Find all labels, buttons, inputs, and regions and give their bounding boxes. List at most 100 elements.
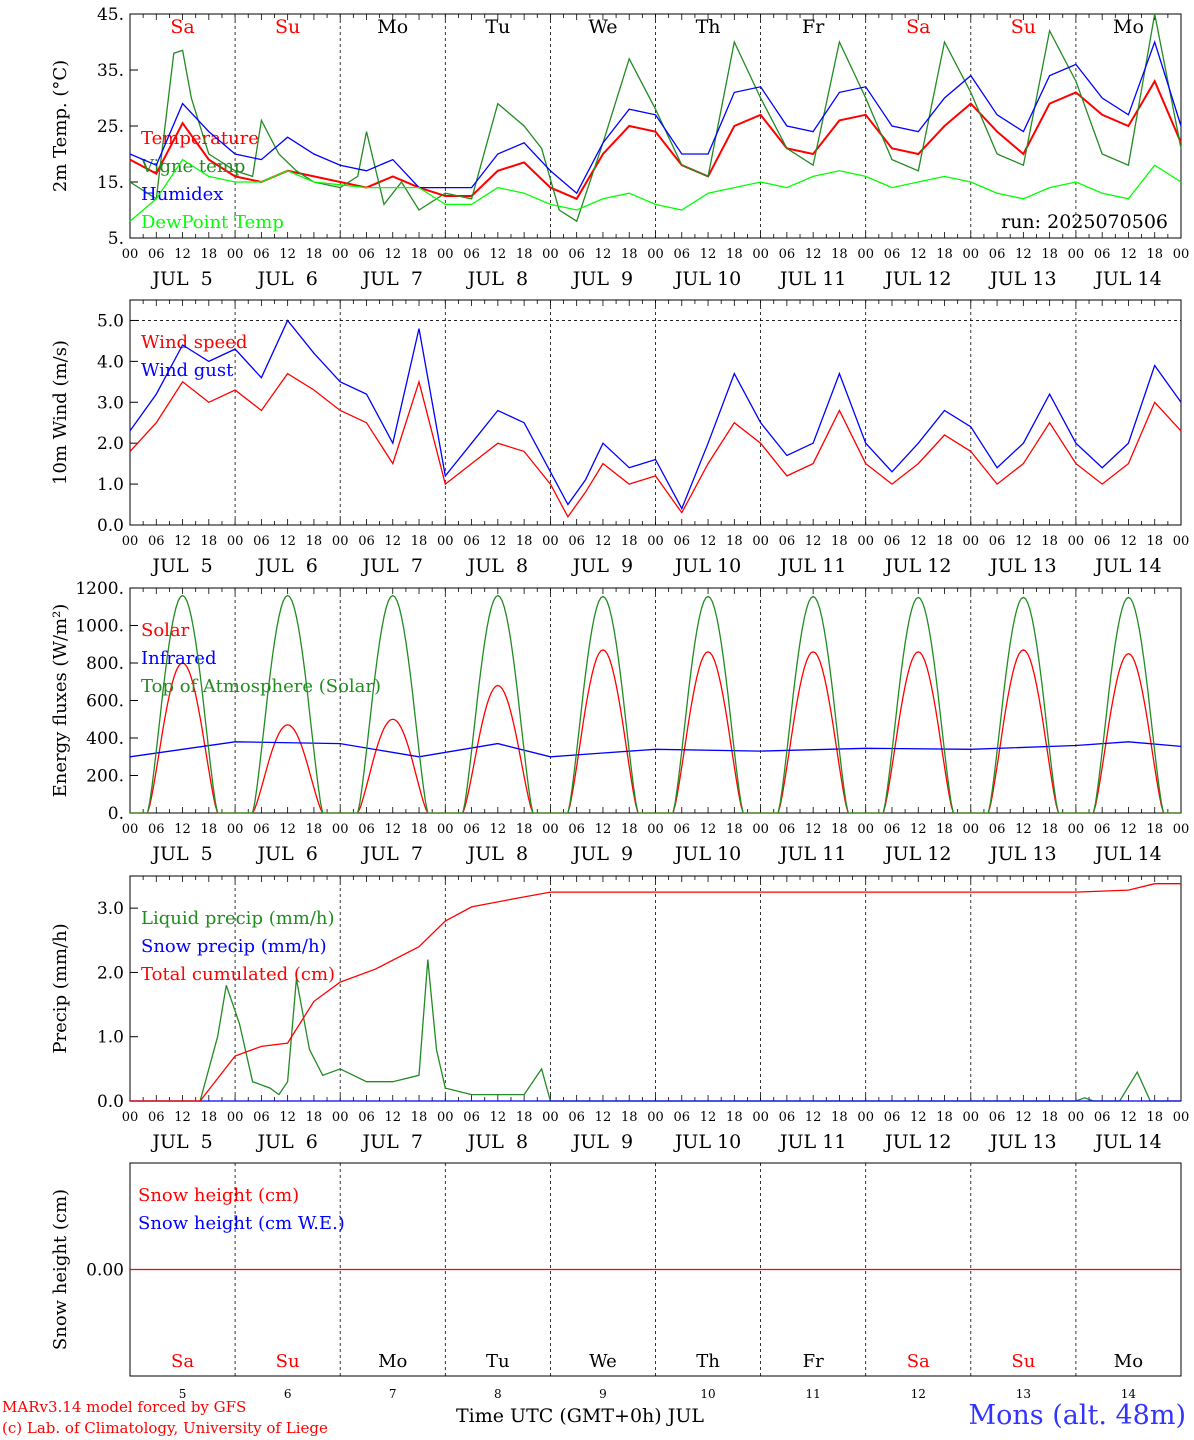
day-name: Su — [1011, 16, 1036, 38]
y-tick-label: 35. — [97, 61, 124, 81]
day-name: Sa — [906, 16, 930, 38]
hour-label: 18 — [516, 247, 533, 262]
day-number: 14 — [1121, 1387, 1137, 1401]
hour-label: 06 — [148, 1110, 165, 1125]
hour-label: 18 — [306, 1110, 323, 1125]
hour-label: 06 — [1094, 1110, 1111, 1125]
hour-label: 06 — [253, 822, 270, 837]
hour-label: 00 — [647, 247, 664, 262]
hour-label: 06 — [358, 822, 375, 837]
hour-label: 18 — [621, 822, 638, 837]
y-tick-label: 4.0 — [97, 352, 124, 372]
hour-label: 06 — [463, 1110, 480, 1125]
date-label: JUL 11 — [778, 555, 846, 577]
y-tick-label: 400. — [86, 729, 124, 749]
y-tick-label: 600. — [86, 692, 124, 712]
hour-label: 06 — [989, 247, 1006, 262]
date-label: JUL 9 — [571, 555, 633, 577]
day-name: Fr — [802, 16, 825, 38]
hour-label: 00 — [963, 1110, 980, 1125]
hour-label: 06 — [568, 1110, 585, 1125]
hour-label: 18 — [936, 1110, 953, 1125]
hour-label: 18 — [726, 1110, 743, 1125]
y-axis-label: 2m Temp. (°C) — [50, 60, 71, 192]
day-name: Mo — [1113, 16, 1144, 38]
hour-label: 00 — [437, 247, 454, 262]
hour-label: 06 — [674, 1110, 691, 1125]
date-label: JUL 13 — [988, 555, 1056, 577]
date-label: JUL 9 — [571, 1131, 633, 1153]
date-label: JUL 12 — [883, 1131, 951, 1153]
hour-label: 18 — [1146, 534, 1163, 549]
day-name: Tu — [485, 16, 510, 38]
hour-label: 12 — [910, 534, 927, 549]
y-tick-label: 1.0 — [97, 1028, 124, 1048]
hour-label: 00 — [752, 534, 769, 549]
y-axis-label: 10m Wind (m/s) — [50, 340, 71, 485]
hour-label: 18 — [516, 822, 533, 837]
series-line-total-cumulated-cm- — [130, 883, 1181, 1102]
y-tick-label: 15. — [97, 173, 124, 193]
hour-label: 06 — [1094, 534, 1111, 549]
hour-label: 06 — [148, 534, 165, 549]
day-number: 9 — [599, 1387, 607, 1401]
hour-label: 06 — [463, 822, 480, 837]
series-line-temperature — [129, 78, 1182, 201]
hour-label: 06 — [674, 822, 691, 837]
hour-label: 12 — [805, 822, 822, 837]
hour-label: 00 — [857, 822, 874, 837]
date-label: JUL 6 — [255, 843, 317, 865]
hour-label: 00 — [437, 534, 454, 549]
legend-entry: Solar — [141, 620, 190, 641]
hour-label: 18 — [726, 534, 743, 549]
day-number: 8 — [494, 1387, 502, 1401]
date-label: JUL 8 — [466, 555, 528, 577]
y-tick-label: 2.0 — [97, 963, 124, 983]
hour-label: 00 — [332, 822, 349, 837]
date-label: JUL 6 — [255, 555, 317, 577]
hour-label: 12 — [595, 534, 612, 549]
date-label: JUL 12 — [883, 843, 951, 865]
hour-label: 18 — [1146, 247, 1163, 262]
y-tick-label: 1000. — [75, 617, 124, 637]
y-tick-label: 5. — [108, 229, 124, 249]
hour-label: 18 — [516, 1110, 533, 1125]
hour-label: 00 — [1173, 822, 1190, 837]
hour-label: 18 — [621, 247, 638, 262]
day-name: Th — [696, 16, 721, 38]
hour-label: 06 — [253, 534, 270, 549]
hour-label: 06 — [779, 247, 796, 262]
hour-label: 12 — [174, 247, 191, 262]
day-name: Su — [275, 16, 300, 38]
hour-label: 18 — [411, 247, 428, 262]
hour-label: 06 — [779, 822, 796, 837]
hour-label: 12 — [279, 822, 296, 837]
y-tick-label: 3.0 — [97, 393, 124, 413]
hour-label: 06 — [358, 247, 375, 262]
hour-label: 00 — [227, 822, 244, 837]
hour-label: 00 — [857, 534, 874, 549]
hour-label: 00 — [1068, 822, 1085, 837]
hour-label: 00 — [542, 247, 559, 262]
hour-label: 06 — [253, 1110, 270, 1125]
hour-label: 18 — [831, 1110, 848, 1125]
hour-label: 06 — [884, 247, 901, 262]
hour-label: 12 — [279, 1110, 296, 1125]
hour-label: 06 — [884, 1110, 901, 1125]
day-number: 11 — [806, 1387, 821, 1401]
day-name-bottom: Fr — [803, 1351, 824, 1372]
panel-frame — [129, 587, 1182, 814]
hour-label: 18 — [411, 534, 428, 549]
hour-label: 00 — [1173, 1110, 1190, 1125]
hour-label: 00 — [542, 1110, 559, 1125]
date-label: JUL 11 — [778, 268, 846, 290]
hour-label: 18 — [726, 247, 743, 262]
hour-label: 12 — [910, 247, 927, 262]
hour-label: 00 — [1173, 534, 1190, 549]
hour-label: 12 — [1015, 534, 1032, 549]
y-tick-label: 25. — [97, 117, 124, 137]
hour-label: 00 — [857, 247, 874, 262]
hour-label: 06 — [989, 534, 1006, 549]
date-label: JUL 12 — [883, 555, 951, 577]
